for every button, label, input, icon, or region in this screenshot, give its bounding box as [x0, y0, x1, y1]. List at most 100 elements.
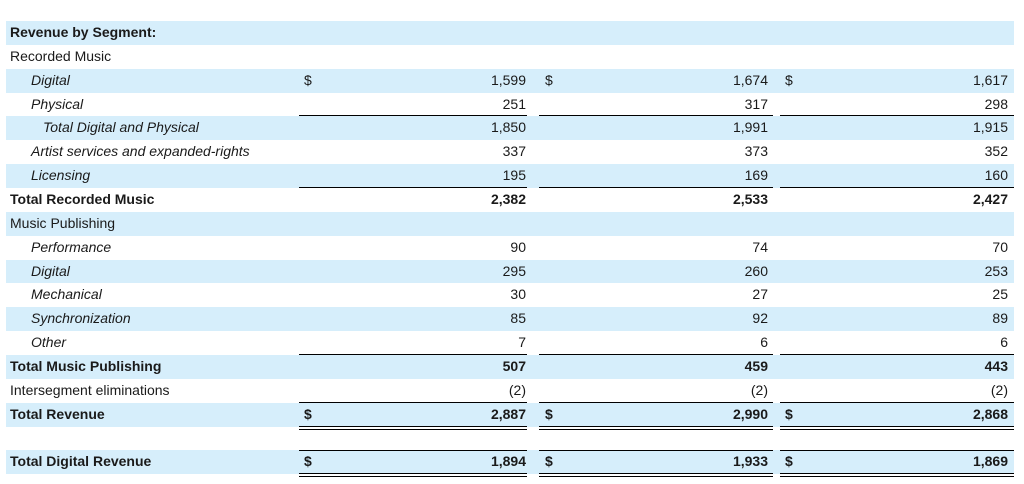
row-spacer	[6, 427, 1014, 451]
cell-value: 90	[510, 238, 526, 255]
cell-value: 337	[502, 143, 526, 160]
cell-value: 2,887	[490, 405, 526, 422]
row-mp-digital: Digital 295 260 253	[6, 259, 1014, 284]
row-label: Total Music Publishing	[10, 358, 162, 375]
double-underline	[299, 473, 527, 478]
underline	[539, 187, 773, 189]
row-digital: Digital $ 1,599 $ 1,674 $ 1,617	[6, 68, 1014, 93]
cell-value: 169	[744, 167, 768, 184]
cell-value: 6	[1000, 334, 1008, 351]
cell-value: 352	[984, 143, 1008, 160]
currency-symbol: $	[545, 71, 553, 88]
cell-value: 253	[984, 262, 1008, 279]
cell-value: 85	[510, 310, 526, 327]
currency-symbol: $	[785, 405, 793, 422]
cell-value: 195	[502, 167, 526, 184]
row-label: Performance	[31, 238, 112, 255]
cell-value: 1,915	[972, 119, 1008, 136]
cell-value: 30	[510, 286, 526, 303]
row-mechanical: Mechanical 30 27 25	[6, 283, 1014, 307]
row-label: Total Digital Revenue	[10, 453, 152, 470]
double-underline	[539, 425, 773, 430]
row-performance: Performance 90 74 70	[6, 236, 1014, 260]
row-total-digital-physical: Total Digital and Physical 1,850 1,991 1…	[6, 116, 1014, 141]
double-underline	[780, 473, 1014, 478]
cell-value: 92	[752, 310, 768, 327]
overline	[539, 450, 773, 452]
row-label: Total Revenue	[10, 405, 105, 422]
cell-value: 251	[502, 95, 526, 112]
row-label: Synchronization	[31, 310, 131, 327]
cell-value: 260	[744, 262, 768, 279]
cell-value: 1,850	[490, 119, 526, 136]
row-label: Music Publishing	[10, 214, 116, 231]
underline	[780, 187, 1014, 189]
row-label: Artist services and expanded-rights	[31, 143, 250, 160]
cell-value: (2)	[508, 381, 526, 398]
cell-value: 2,382	[490, 191, 526, 208]
underline	[299, 115, 527, 117]
double-underline	[539, 473, 773, 478]
cell-value: 1,894	[490, 453, 526, 470]
table-title-row: Revenue by Segment:	[6, 21, 1014, 45]
currency-symbol: $	[545, 453, 553, 470]
row-recorded-music: Recorded Music	[6, 45, 1014, 69]
underline	[780, 354, 1014, 356]
cell-value: 507	[502, 358, 526, 375]
currency-symbol: $	[785, 71, 793, 88]
cell-value: (2)	[750, 381, 768, 398]
cell-value: 1,674	[732, 71, 768, 88]
currency-symbol: $	[304, 453, 312, 470]
currency-symbol: $	[304, 71, 312, 88]
row-artist-services: Artist services and expanded-rights 337 …	[6, 140, 1014, 164]
cell-value: (2)	[990, 381, 1008, 398]
row-label: Other	[31, 334, 67, 351]
row-physical: Physical 251 317 298	[6, 93, 1014, 117]
cell-value: 1,933	[732, 453, 768, 470]
row-label: Recorded Music	[10, 47, 112, 64]
cell-value: 1,869	[972, 453, 1008, 470]
row-label: Digital	[31, 71, 70, 88]
row-total-music-publishing: Total Music Publishing 507 459 443	[6, 355, 1014, 379]
underline	[539, 115, 773, 117]
underline	[780, 115, 1014, 117]
cell-value: 2,990	[732, 405, 768, 422]
underline	[299, 187, 527, 189]
row-label: Physical	[31, 95, 84, 112]
row-licensing: Licensing 195 169 160	[6, 164, 1014, 189]
row-synchronization: Synchronization 85 92 89	[6, 307, 1014, 332]
cell-value: 27	[752, 286, 768, 303]
cell-value: 459	[744, 358, 768, 375]
cell-value: 373	[744, 143, 768, 160]
row-label: Digital	[31, 262, 70, 279]
row-total-digital-revenue: Total Digital Revenue $ 1,894 $ 1,933 $ …	[6, 450, 1014, 478]
cell-value: 1,599	[490, 71, 526, 88]
underline	[299, 354, 527, 356]
row-total-revenue: Total Revenue $ 2,887 $ 2,990 $ 2,868	[6, 402, 1014, 430]
currency-symbol: $	[545, 405, 553, 422]
revenue-by-segment-table: Revenue by Segment: Recorded Music Digit…	[6, 21, 1014, 478]
double-underline	[299, 425, 527, 430]
cell-value: 70	[992, 238, 1008, 255]
underline	[539, 354, 773, 356]
overline	[299, 450, 527, 452]
cell-value: 443	[984, 358, 1008, 375]
cell-value: 160	[984, 167, 1008, 184]
table-title: Revenue by Segment:	[10, 24, 157, 40]
cell-value: 298	[984, 95, 1008, 112]
row-intersegment-eliminations: Intersegment eliminations (2) (2) (2)	[6, 379, 1014, 403]
currency-symbol: $	[785, 453, 793, 470]
cell-value: 25	[992, 286, 1008, 303]
row-label: Total Recorded Music	[10, 191, 155, 208]
cell-value: 1,991	[732, 119, 768, 136]
row-music-publishing: Music Publishing	[6, 211, 1014, 236]
row-label: Mechanical	[31, 286, 102, 303]
underline	[780, 401, 1014, 403]
cell-value: 2,533	[732, 191, 768, 208]
double-underline	[780, 425, 1014, 430]
underline	[539, 401, 773, 403]
cell-value: 295	[502, 262, 526, 279]
row-other: Other 7 6 6	[6, 331, 1014, 356]
cell-value: 2,427	[972, 191, 1008, 208]
cell-value: 2,868	[972, 405, 1008, 422]
